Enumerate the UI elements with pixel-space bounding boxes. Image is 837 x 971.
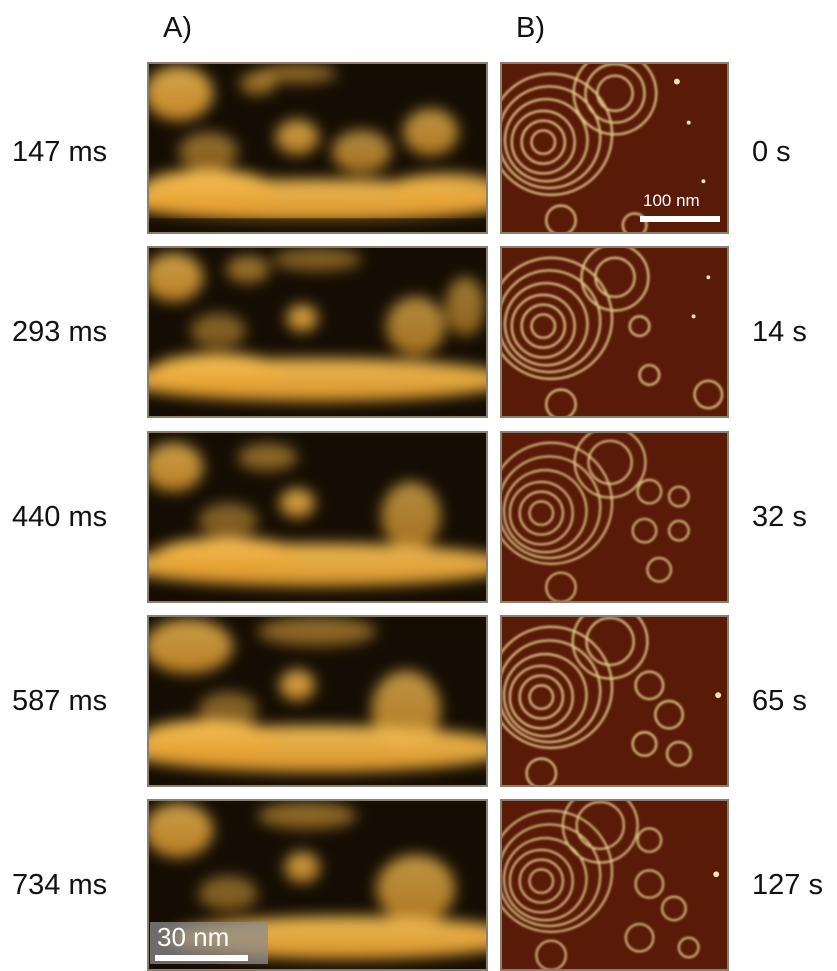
time-label-left-1: 293 ms: [12, 316, 108, 348]
scalebar-a-label: 30 nm: [157, 922, 230, 952]
panel-a-label: A): [163, 12, 192, 44]
time-label-right-1: 14 s: [752, 316, 807, 348]
panel-b-frame-2: [500, 431, 729, 603]
time-label-left-0: 147 ms: [12, 136, 108, 168]
panel-b-label: B): [516, 12, 545, 44]
panel-b-frame-3: [500, 615, 729, 787]
time-label-left-2: 440 ms: [12, 501, 108, 533]
panel-a-frame-2: [147, 431, 488, 603]
panel-a-frame-3: [147, 615, 488, 787]
panel-b-frame-0: [500, 62, 729, 234]
panel-a-frame-0: [147, 62, 488, 234]
panel-a-image-3: [149, 617, 486, 785]
time-label-left-3: 587 ms: [12, 685, 108, 717]
panel-b-image-1: [502, 248, 727, 416]
scalebar-b: [640, 216, 720, 222]
panel-b-image-2: [502, 433, 727, 601]
panel-b-frame-4: [500, 799, 729, 971]
time-label-right-4: 127 s: [752, 869, 823, 901]
scalebar-a: [155, 955, 248, 961]
time-label-left-4: 734 ms: [12, 869, 108, 901]
scalebar-b-label: 100 nm: [643, 191, 700, 210]
panel-b-image-4: [502, 801, 727, 969]
panel-b-frame-1: [500, 246, 729, 418]
time-label-right-3: 65 s: [752, 685, 807, 717]
time-label-right-2: 32 s: [752, 501, 807, 533]
time-label-right-0: 0 s: [752, 136, 791, 168]
panel-b-image-0: [502, 64, 727, 232]
panel-a-image-2: [149, 433, 486, 601]
panel-a-frame-1: [147, 246, 488, 418]
panel-a-image-1: [149, 248, 486, 416]
panel-b-image-3: [502, 617, 727, 785]
panel-a-image-0: [149, 64, 486, 232]
